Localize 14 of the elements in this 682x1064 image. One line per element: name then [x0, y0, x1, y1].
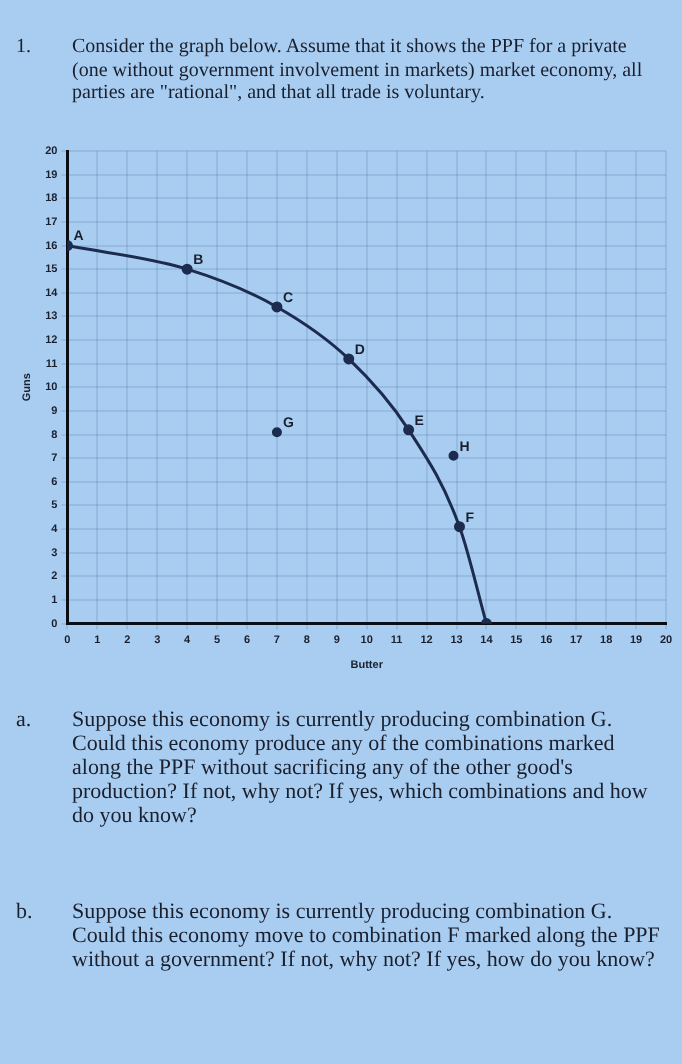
text: 1. [16, 36, 33, 62]
chart-title: Consider the graph below. Assume that it shows the PPF for a private (one without government involvement in markets) market economy, all parties are "rational", and that all trade is voluntary. [72, 36, 645, 105]
point [454, 521, 465, 533]
point [271, 427, 282, 438]
text: Suppose this economy is currently producing combination G. Could this economy move to combination F marked along the PPF without a government? If not, why not? If yes, how do you know? [72, 900, 662, 972]
point [403, 424, 415, 436]
point [181, 263, 193, 275]
point [343, 353, 355, 365]
text: a. [16, 708, 34, 736]
point [448, 450, 459, 461]
point [271, 301, 283, 313]
line-series [67, 240, 492, 624]
text: b. [16, 900, 35, 928]
text: Suppose this economy is currently producing combination G. Could this economy produce any of the combinations marked along the PPF without sacrificing any of the other good's production? If not, why not? If yes, which combinations and how do you know? [72, 708, 650, 828]
